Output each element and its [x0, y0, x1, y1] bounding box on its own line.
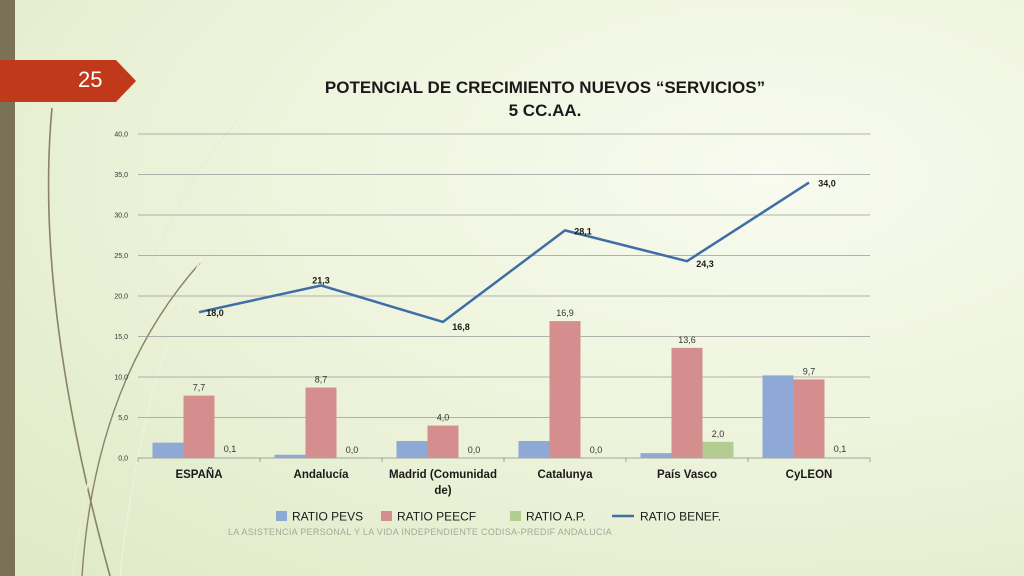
line-layer: [198, 181, 810, 324]
chart-title: POTENCIAL DE CRECIMIENTO NUEVOS “SERVICI…: [324, 78, 766, 97]
bar-data-label: 4,0: [437, 413, 450, 423]
y-tick-label: 40,0: [114, 132, 128, 139]
bar: [640, 453, 672, 458]
bar-data-label: 8,7: [315, 375, 328, 385]
bar: [274, 454, 306, 458]
grid-layer: 0,0 5,0 10,0 15,0 20,0 25,0 30,0 35,0 40,0 ESPAÑA…: [114, 132, 871, 497]
line-data-label: 16,8: [452, 322, 470, 332]
bar: [762, 375, 794, 458]
bar-data-label: 0,0: [346, 445, 359, 455]
chart-subtitle: 5 CC.AA.: [508, 101, 582, 120]
page-number-badge: [0, 60, 136, 102]
label-layer: 7,7 8,7 4,0 16,9 13,6 9,7 0,1 0,0 0,0 0,0 2,0 0,1 18…: [193, 179, 847, 455]
legend: RATIO PEVS RATIO PEECF RATIO A.P. RATIO BEN…: [276, 510, 721, 524]
bar: [671, 347, 703, 458]
bar: [518, 440, 550, 458]
y-tick-label: 10,0: [114, 375, 128, 382]
x-tick-label: CyLEON: [786, 469, 833, 481]
bar-data-label: 13,6: [678, 335, 696, 345]
legend-swatch: [510, 511, 521, 521]
x-tick-label: ESPAÑA: [175, 468, 222, 481]
x-tick-label: País Vasco: [657, 469, 717, 481]
bar: [183, 395, 215, 458]
bar-data-label: 16,9: [556, 308, 574, 318]
legend-swatch: [276, 511, 287, 521]
y-tick-label: 15,0: [114, 334, 128, 341]
line-data-label: 18,0: [206, 308, 224, 318]
y-tick-label: 0,0: [118, 456, 128, 463]
line-data-label: 28,1: [574, 226, 592, 236]
legend-label: RATIO A.P.: [526, 510, 586, 524]
legend-swatch: [381, 511, 392, 521]
bar: [793, 379, 825, 458]
bar: [396, 440, 428, 458]
bar-data-label: 0,1: [834, 444, 847, 454]
bar: [214, 457, 246, 458]
left-accent-bar: [0, 0, 15, 576]
x-tick-label: Andalucía: [294, 469, 350, 481]
line-data-label: 24,3: [696, 259, 714, 269]
legend-label: RATIO PEECF: [397, 510, 476, 524]
legend-label: RATIO BENEF.: [640, 510, 721, 524]
line-data-label: 21,3: [312, 275, 330, 285]
y-tick-label: 20,0: [114, 294, 128, 301]
y-tick-label: 30,0: [114, 213, 128, 220]
line-data-label: 34,0: [818, 179, 836, 189]
bar-data-label: 0,0: [468, 445, 481, 455]
y-tick-label: 25,0: [114, 253, 128, 260]
legend-label: RATIO PEVS: [292, 510, 363, 524]
x-tick-label: Madrid (Comunidad: [389, 469, 497, 481]
bar: [152, 442, 184, 458]
bar-data-label: 2,0: [712, 429, 725, 439]
bar: [427, 425, 459, 458]
bar: [305, 387, 337, 458]
decorative-curves: [47, 107, 260, 576]
bar: [824, 457, 856, 458]
bar: [702, 441, 734, 458]
page-number: 25: [78, 67, 103, 92]
bar: [549, 321, 581, 458]
x-tick-label: Catalunya: [538, 469, 594, 481]
bar-layer: [152, 321, 856, 458]
y-tick-label: 35,0: [114, 172, 128, 179]
x-tick-label: de): [434, 485, 451, 497]
y-tick-label: 5,0: [118, 415, 128, 422]
footer-text: LA ASISTENCIA PERSONAL Y LA VIDA INDEPEN…: [228, 527, 612, 537]
series-line: [198, 181, 810, 324]
bar-data-label: 0,1: [224, 444, 237, 454]
chart-title-block: POTENCIAL DE CRECIMIENTO NUEVOS “SERVICI…: [230, 76, 860, 122]
bar-data-label: 0,0: [590, 445, 603, 455]
bar-data-label: 9,7: [803, 366, 816, 376]
bar-data-label: 7,7: [193, 383, 206, 393]
